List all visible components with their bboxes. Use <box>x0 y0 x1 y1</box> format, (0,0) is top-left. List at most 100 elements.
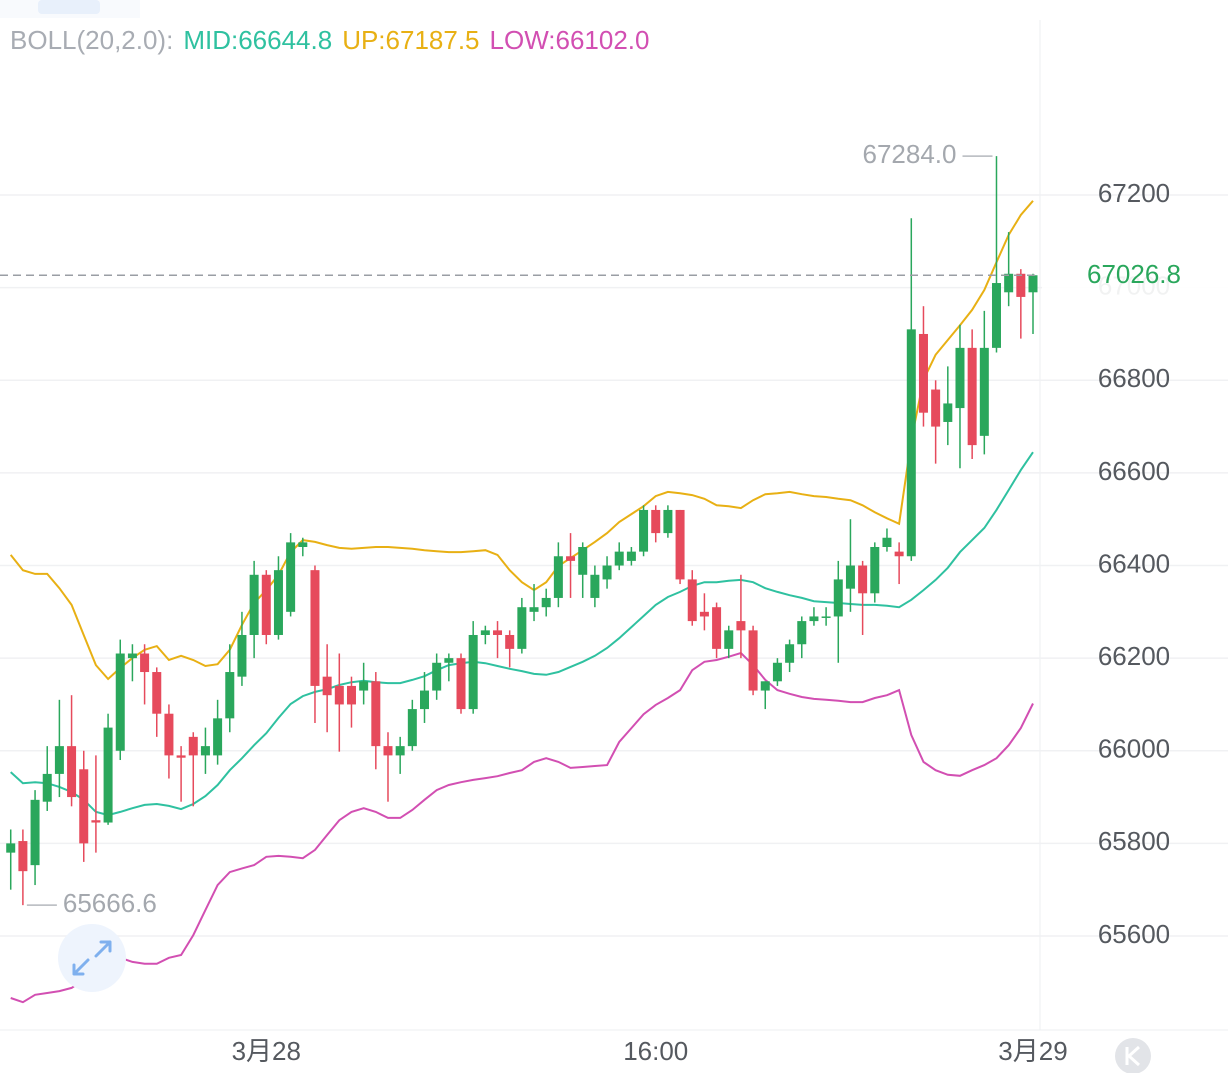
candle-body <box>334 685 344 705</box>
candle-body <box>18 841 28 872</box>
legend-entry: MID:66644.8 <box>183 25 332 55</box>
candle-body <box>505 634 515 649</box>
candle-body <box>42 773 52 802</box>
candle-body <box>882 537 892 547</box>
candle-body <box>918 333 928 413</box>
candle-body <box>833 579 843 617</box>
candle-body <box>651 509 661 534</box>
candle-body <box>614 551 624 566</box>
y-tick-label: 66400 <box>1098 548 1170 578</box>
candle-body <box>931 389 941 427</box>
candle-body <box>772 662 782 682</box>
candle-body <box>590 574 600 598</box>
legend-entry: UP:67187.5 <box>342 25 479 55</box>
candle-body <box>298 542 308 547</box>
candle-body <box>760 681 770 691</box>
candle-body <box>140 653 150 673</box>
tab-shade <box>0 0 140 18</box>
indicator-header: BOLL(20,2.0): MID:66644.8 UP:67187.5 LOW:66… <box>10 25 649 55</box>
indicator-name: BOLL(20,2.0): <box>10 25 173 55</box>
x-tick-label: 16:00 <box>623 1036 688 1066</box>
candle-body <box>420 690 429 710</box>
max-label: 67284.0 <box>863 139 957 169</box>
candle-body <box>249 574 259 635</box>
candle-body <box>371 681 381 747</box>
candle-body <box>468 634 478 710</box>
candle-body <box>748 630 758 691</box>
labels: 6560065800660006620066400666006680067000… <box>0 139 1228 1066</box>
min-label: 65666.6 <box>63 888 157 918</box>
candle-body <box>943 403 953 422</box>
candle-body <box>894 551 904 557</box>
candle-body <box>553 556 563 598</box>
x-tick-label: 3月29 <box>998 1036 1067 1066</box>
candle-body <box>127 653 137 659</box>
candle-body <box>712 607 722 649</box>
candle-body <box>1016 273 1026 297</box>
candle-body <box>213 718 223 756</box>
candle-body <box>346 685 356 705</box>
candle-body <box>639 509 649 552</box>
candle-body <box>578 546 588 575</box>
candle-body <box>687 579 697 622</box>
candle-body <box>663 509 673 534</box>
candle-body <box>456 658 466 710</box>
candle-body <box>79 769 89 844</box>
candle-body <box>237 634 247 677</box>
candle-body <box>310 570 320 686</box>
legend-entry: LOW:66102.0 <box>490 25 650 55</box>
expand-button[interactable] <box>58 924 126 992</box>
candle-body <box>785 644 795 663</box>
k-button-bg[interactable] <box>1115 1038 1151 1073</box>
candle-body <box>152 672 162 714</box>
y-tick-label: 67200 <box>1098 178 1170 208</box>
candle-body <box>821 616 831 618</box>
candle-body <box>566 556 576 561</box>
last-price-box <box>1042 251 1228 298</box>
candle-body <box>845 565 855 589</box>
candle-body <box>675 509 685 580</box>
candle-body <box>480 630 490 635</box>
candle-body <box>6 843 16 853</box>
candle-body <box>955 347 965 409</box>
candle-body <box>1028 275 1038 293</box>
candle-body <box>991 283 1001 348</box>
band-line <box>10 651 1034 1004</box>
band-line <box>9 200 1034 681</box>
y-tick-label: 66600 <box>1098 456 1170 486</box>
candle-body <box>407 709 417 747</box>
candle-body <box>176 755 186 758</box>
y-tick-label: 65800 <box>1098 826 1170 856</box>
k-button[interactable] <box>1115 1038 1151 1073</box>
candle-body <box>626 551 636 561</box>
expand-bg[interactable] <box>58 924 126 992</box>
candle-body <box>200 746 210 756</box>
candle-body <box>809 616 819 622</box>
candle-body <box>67 746 77 798</box>
candle-body <box>286 542 296 612</box>
grid <box>0 194 1228 937</box>
candle-body <box>383 746 393 756</box>
candle-body <box>432 662 442 691</box>
candle-body <box>91 820 101 823</box>
candle-body <box>517 607 527 649</box>
candle-body <box>602 565 612 580</box>
candle-body <box>493 630 503 635</box>
candle-body <box>858 565 868 594</box>
candle-body <box>529 607 539 612</box>
candle-body <box>164 713 174 756</box>
y-tick-label: 65600 <box>1098 919 1170 949</box>
k-icon[interactable] <box>1125 1045 1141 1067</box>
y-tick-label: 66800 <box>1098 363 1170 393</box>
last-price-label: 67026.8 <box>1087 259 1181 289</box>
candle-body <box>103 727 113 823</box>
candle-body <box>395 746 405 756</box>
candle-body <box>699 611 709 617</box>
candle-body <box>797 621 807 645</box>
candle-body <box>30 799 40 866</box>
y-tick-label: 66000 <box>1098 734 1170 764</box>
y-tick-label: 66200 <box>1098 641 1170 671</box>
expand-icon[interactable] <box>72 940 112 976</box>
